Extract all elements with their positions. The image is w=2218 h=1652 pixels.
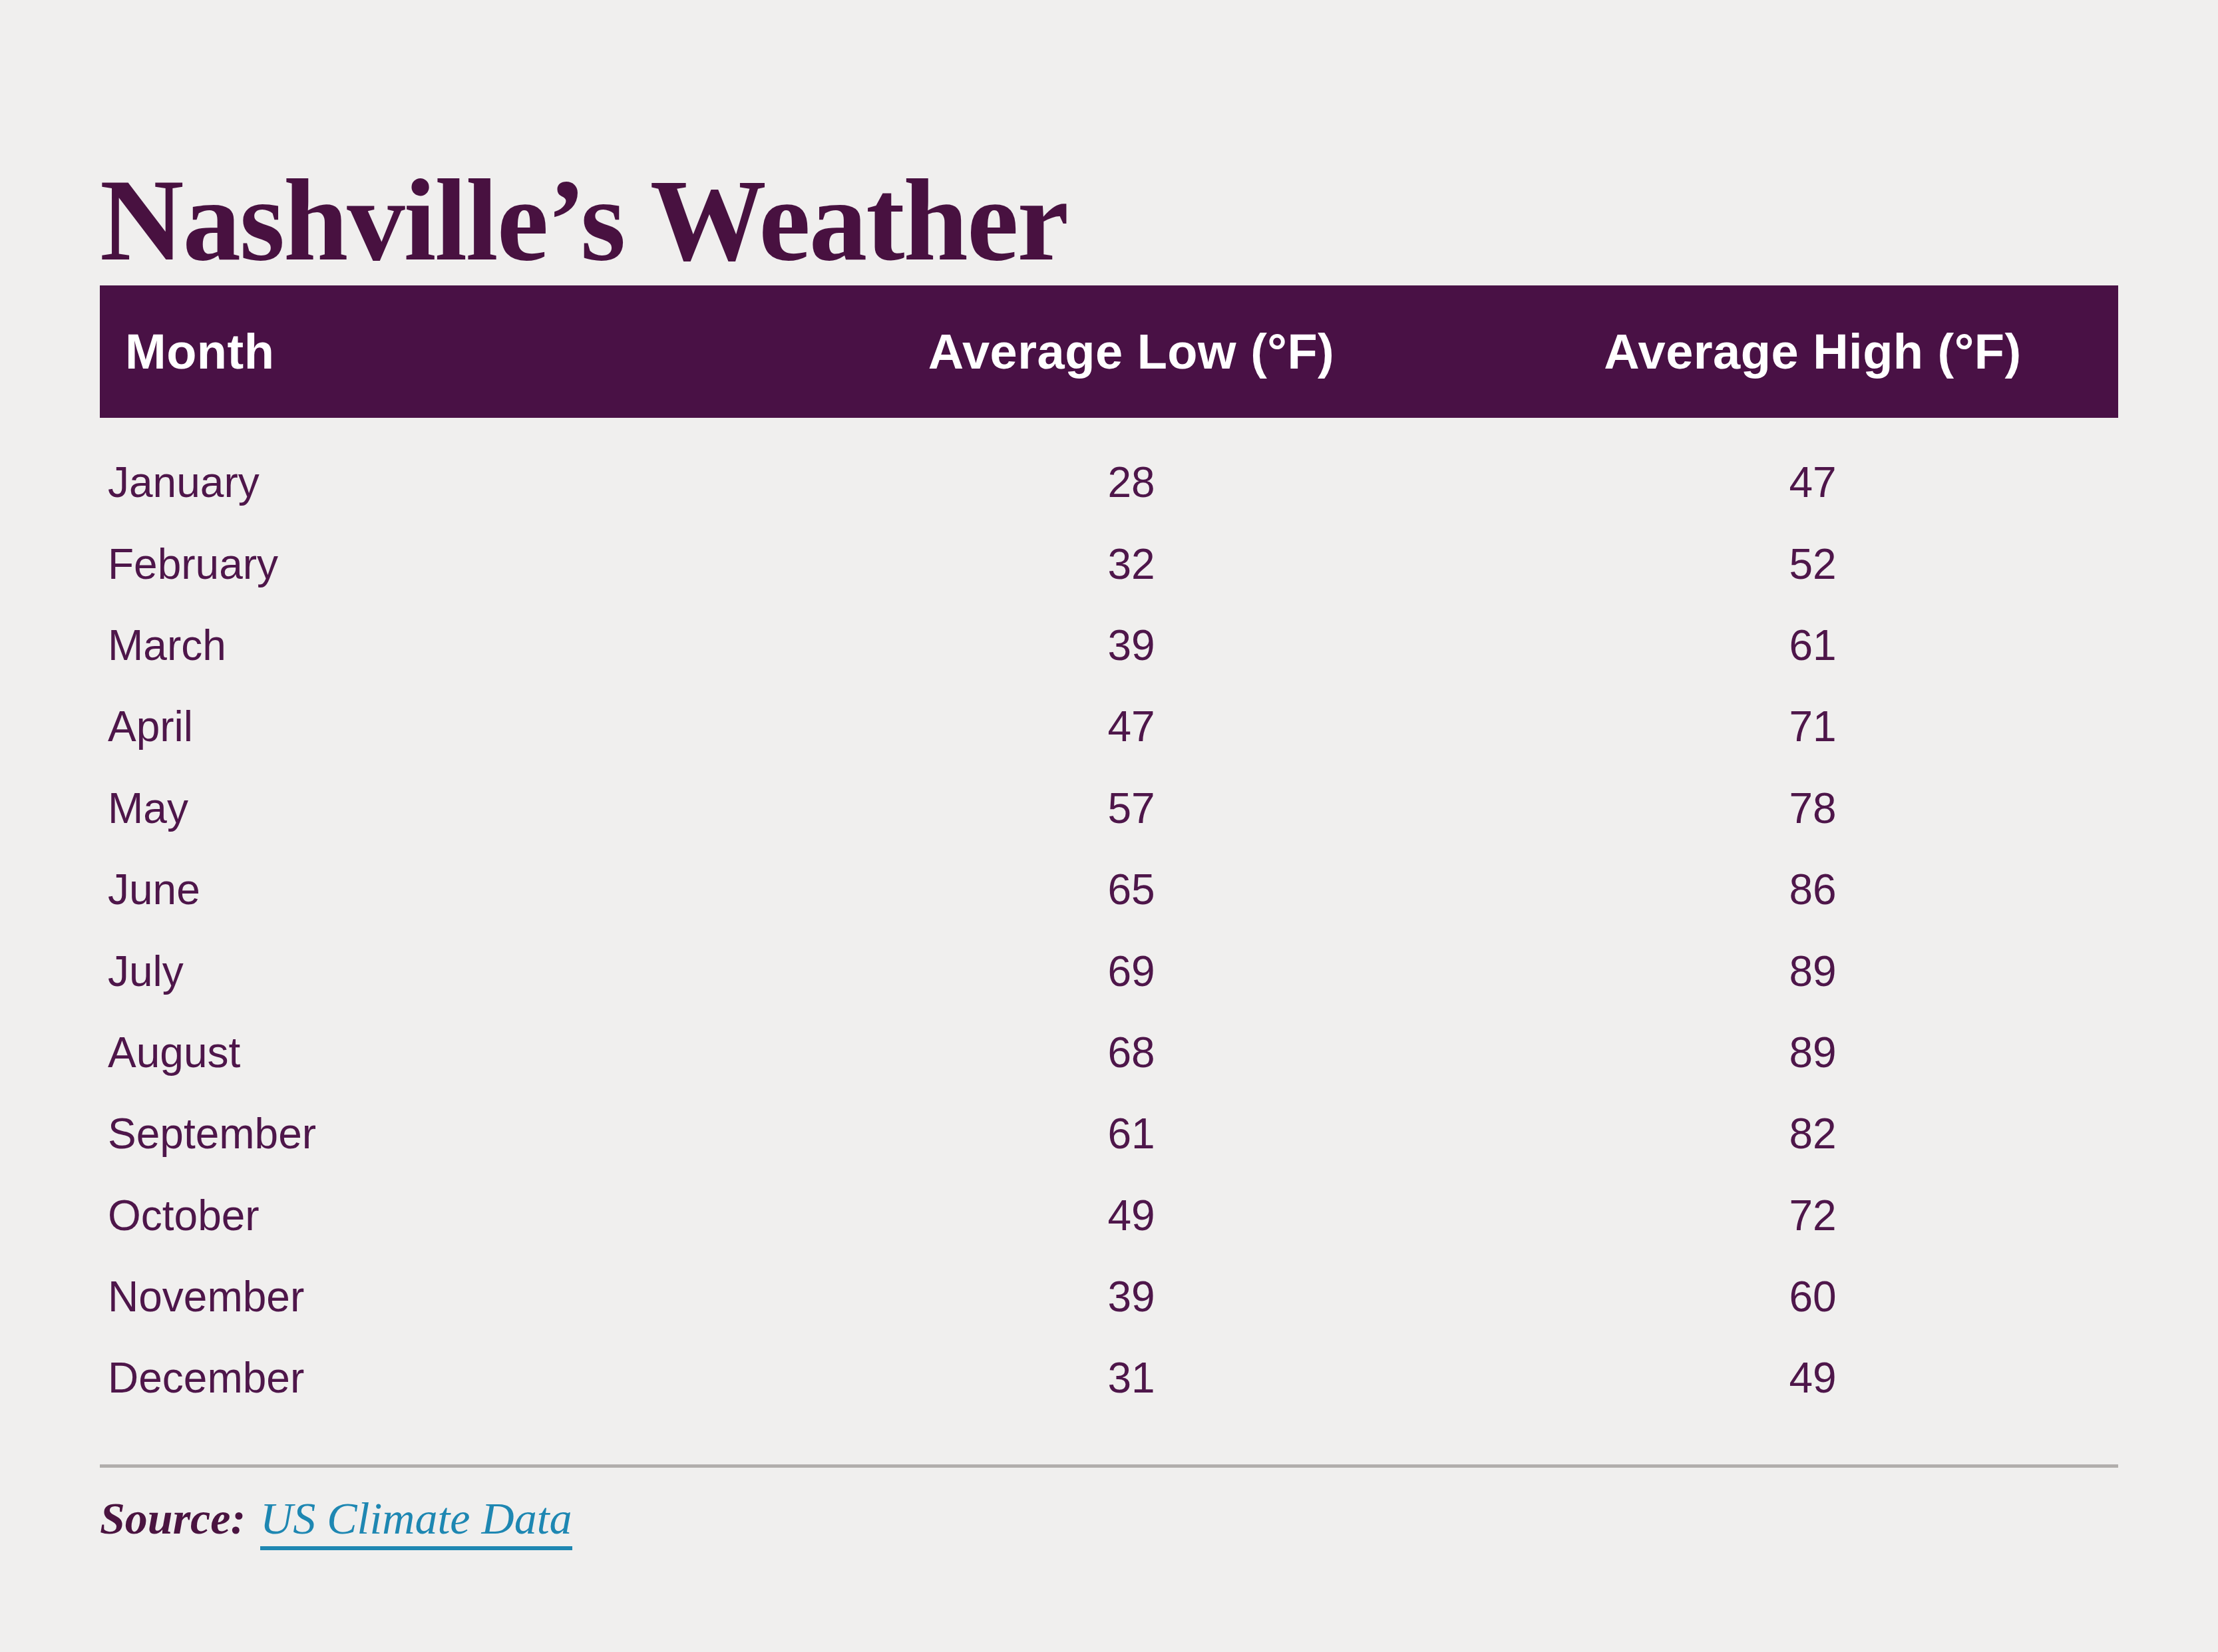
month-cell: December <box>100 1353 755 1403</box>
low-cell: 49 <box>755 1191 1507 1240</box>
column-header-average-low: Average Low (°F) <box>755 323 1507 380</box>
month-cell: June <box>100 865 755 914</box>
high-cell: 49 <box>1507 1353 2118 1403</box>
high-cell: 82 <box>1507 1109 2118 1158</box>
table-header-row: Month Average Low (°F) Average High (°F) <box>100 285 2118 418</box>
page-title: Nashville’s Weather <box>100 162 1067 279</box>
high-cell: 89 <box>1507 947 2118 996</box>
high-cell: 71 <box>1507 702 2118 751</box>
low-cell: 61 <box>755 1109 1507 1158</box>
high-cell: 72 <box>1507 1191 2118 1240</box>
table-row: September6182 <box>100 1093 2118 1174</box>
high-cell: 86 <box>1507 865 2118 914</box>
month-cell: October <box>100 1191 755 1240</box>
table-row: October4972 <box>100 1175 2118 1256</box>
low-cell: 69 <box>755 947 1507 996</box>
month-cell: July <box>100 947 755 996</box>
table-row: August6889 <box>100 1012 2118 1093</box>
source-label: Source: <box>100 1493 246 1544</box>
table-row: December3149 <box>100 1337 2118 1418</box>
low-cell: 47 <box>755 702 1507 751</box>
table-row: July6989 <box>100 930 2118 1011</box>
table-row: February3252 <box>100 523 2118 604</box>
high-cell: 47 <box>1507 458 2118 507</box>
column-header-average-high: Average High (°F) <box>1507 323 2118 380</box>
month-cell: November <box>100 1272 755 1321</box>
high-cell: 61 <box>1507 621 2118 670</box>
table-row: November3960 <box>100 1256 2118 1337</box>
table-row: January2847 <box>100 442 2118 523</box>
low-cell: 65 <box>755 865 1507 914</box>
low-cell: 32 <box>755 540 1507 589</box>
low-cell: 68 <box>755 1028 1507 1077</box>
high-cell: 78 <box>1507 784 2118 833</box>
infographic-canvas: { "page": { "background": "#f0efee", "ac… <box>0 0 2218 1652</box>
low-cell: 39 <box>755 1272 1507 1321</box>
low-cell: 31 <box>755 1353 1507 1403</box>
high-cell: 52 <box>1507 540 2118 589</box>
month-cell: January <box>100 458 755 507</box>
table-row: May5778 <box>100 768 2118 849</box>
month-cell: September <box>100 1109 755 1158</box>
month-cell: February <box>100 540 755 589</box>
month-cell: March <box>100 621 755 670</box>
weather-table: Month Average Low (°F) Average High (°F)… <box>100 285 2118 1419</box>
divider-line <box>100 1464 2118 1468</box>
low-cell: 28 <box>755 458 1507 507</box>
source-link[interactable]: US Climate Data <box>260 1493 572 1550</box>
table-row: April4771 <box>100 686 2118 767</box>
low-cell: 57 <box>755 784 1507 833</box>
month-cell: August <box>100 1028 755 1077</box>
month-cell: May <box>100 784 755 833</box>
high-cell: 89 <box>1507 1028 2118 1077</box>
table-row: March3961 <box>100 605 2118 686</box>
month-cell: April <box>100 702 755 751</box>
table-rows: January2847February3252March3961April477… <box>100 418 2118 1419</box>
high-cell: 60 <box>1507 1272 2118 1321</box>
low-cell: 39 <box>755 621 1507 670</box>
column-header-month: Month <box>100 323 755 380</box>
table-row: June6586 <box>100 849 2118 930</box>
source-line: Source:US Climate Data <box>100 1492 572 1544</box>
